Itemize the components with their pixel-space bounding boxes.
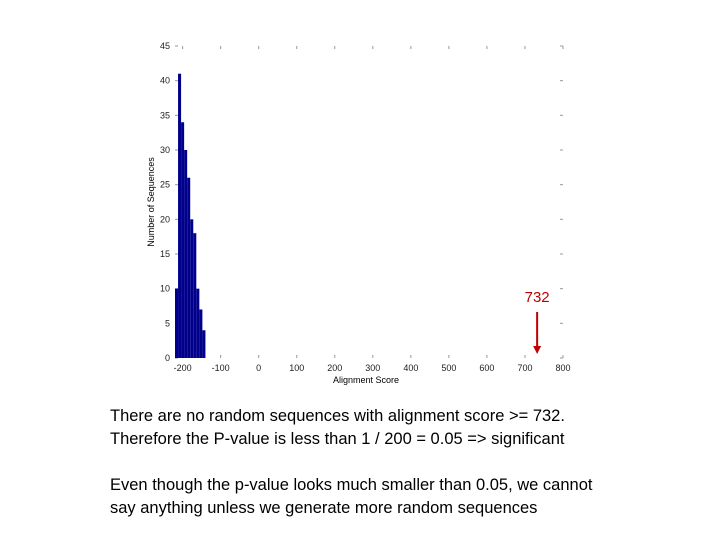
bar	[199, 309, 203, 358]
y-tick-label: 25	[160, 180, 170, 190]
bar	[184, 150, 188, 358]
paragraph: Even though the p-value looks much small…	[110, 474, 592, 520]
bar	[175, 288, 179, 358]
x-tick-label: -200	[174, 363, 192, 373]
text-line: There are no random sequences with align…	[110, 407, 565, 425]
x-tick-label: -100	[212, 363, 230, 373]
y-tick-label: 30	[160, 145, 170, 155]
x-tick-label: 400	[403, 363, 418, 373]
text-line: Even though the p-value looks much small…	[110, 476, 593, 494]
y-tick-label: 15	[160, 249, 170, 259]
y-axis-label: Number of Sequences	[146, 157, 156, 247]
bar	[193, 233, 197, 358]
bar	[196, 288, 200, 358]
x-tick-label: 600	[479, 363, 494, 373]
paragraph: There are no random sequences with align…	[110, 405, 565, 451]
bar	[181, 122, 185, 359]
x-tick-label: 200	[327, 363, 342, 373]
chart: Alignment Score Number of Sequences 0 5 10…	[146, 41, 571, 385]
y-tick-label: 20	[160, 214, 170, 224]
x-tick-label: 500	[441, 363, 456, 373]
bar	[202, 330, 206, 358]
y-tick-label: 35	[160, 110, 170, 120]
x-tick-label: 800	[555, 363, 570, 373]
annotation-label: 732	[525, 289, 550, 306]
x-axis-label: Alignment Score	[333, 375, 399, 385]
annotation-arrowhead	[533, 346, 542, 354]
y-tick-label: 0	[165, 353, 170, 363]
y-tick-label: 45	[160, 41, 170, 51]
bar	[178, 73, 182, 358]
y-tick-label: 5	[165, 318, 170, 328]
text-line: say anything unless we generate more ran…	[110, 499, 538, 517]
y-tick-label: 10	[160, 284, 170, 294]
x-tick-label: 700	[517, 363, 532, 373]
bar	[187, 177, 191, 358]
y-tick-label: 40	[160, 76, 170, 86]
bar	[190, 219, 194, 358]
x-tick-label: 0	[256, 363, 261, 373]
x-tick-label: 300	[365, 363, 380, 373]
x-tick-label: 100	[289, 363, 304, 373]
text-line: Therefore the P-value is less than 1 / 2…	[110, 430, 565, 448]
